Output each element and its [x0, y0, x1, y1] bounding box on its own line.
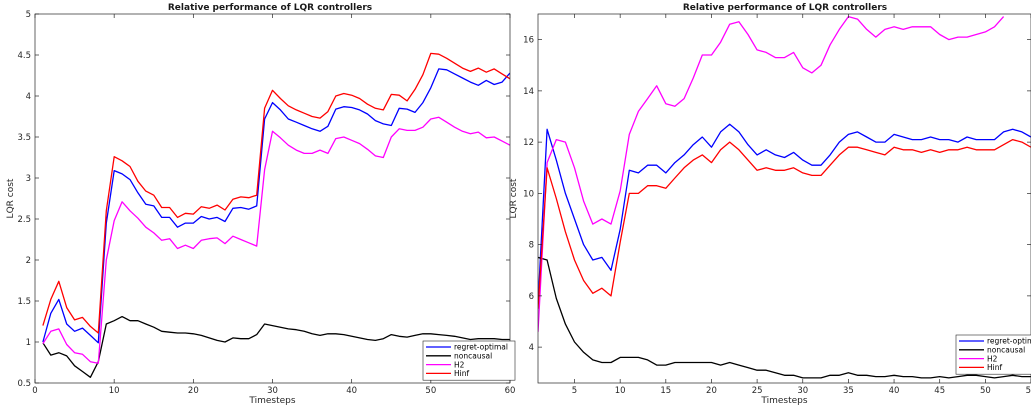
series-line-h2 — [538, 15, 1005, 332]
x-axis-label: Timesteps — [760, 396, 807, 406]
plot-area — [35, 14, 510, 383]
x-tick-label: 45 — [934, 386, 945, 396]
series-group — [538, 15, 1031, 379]
x-tick-label: 20 — [188, 386, 199, 396]
x-axis-label: Timesteps — [248, 396, 295, 406]
y-tick-label: 6 — [529, 292, 534, 302]
y-tick-label: 3.5 — [17, 133, 31, 143]
y-tick-label: 2 — [26, 256, 31, 266]
y-tick-label: 4 — [529, 343, 534, 353]
series-line-noncausal — [42, 315, 510, 378]
y-tick-label: 5 — [26, 10, 31, 20]
legend-label: Hinf — [454, 369, 469, 378]
x-tick-label: 0 — [32, 386, 37, 396]
x-tick-label: 5 — [572, 386, 577, 396]
plot-area — [538, 14, 1031, 383]
x-tick-label: 25 — [752, 386, 763, 396]
x-tick-label: 40 — [889, 386, 900, 396]
y-tick-label: 2.5 — [17, 215, 31, 225]
x-tick-label: 10 — [109, 386, 120, 396]
x-tick-label: 10 — [615, 386, 626, 396]
y-tick-label: 3 — [26, 174, 31, 184]
series-line-regret-optimal — [42, 68, 510, 344]
legend-label: regret-optimal — [454, 343, 508, 352]
legend-label: H2 — [454, 360, 465, 369]
chart-title: Relative performance of LQR controllers — [168, 3, 372, 13]
y-axis-label: LQR cost — [6, 178, 16, 218]
left-chart: Relative performance of LQR controllers 0… — [6, 3, 515, 406]
series-line-noncausal — [538, 256, 1031, 379]
y-tick-label: 8 — [529, 241, 534, 251]
y-tick-label: 10 — [523, 189, 534, 199]
x-tick-label: 50 — [425, 386, 436, 396]
x-tick-label: 50 — [980, 386, 991, 396]
y-tick-label: 0.5 — [17, 379, 31, 389]
y-tick-label: 1.5 — [17, 297, 31, 307]
series-line-hinf — [538, 138, 1031, 309]
series-line-regret-optimal — [538, 123, 1031, 304]
x-tick-label: 35 — [843, 386, 854, 396]
y-tick-label: 1 — [26, 338, 31, 348]
x-tick-label: 20 — [706, 386, 717, 396]
chart-title: Relative performance of LQR controllers — [683, 3, 887, 13]
y-tick-label: 16 — [523, 36, 534, 46]
legend-label: noncausal — [987, 346, 1025, 355]
x-tick-label: 60 — [505, 386, 516, 396]
y-tick-label: 4.5 — [17, 51, 31, 61]
legend-label: regret-optimal — [987, 337, 1031, 346]
x-tick-label: 15 — [660, 386, 671, 396]
legend-label: noncausal — [454, 352, 492, 361]
x-tick-label: 55 — [1026, 386, 1031, 396]
series-group — [42, 52, 510, 378]
y-tick-label: 14 — [523, 87, 534, 97]
x-tick-label: 30 — [267, 386, 278, 396]
series-line-hinf — [42, 52, 510, 334]
y-tick-label: 12 — [523, 138, 534, 148]
y-tick-label: 4 — [26, 92, 31, 102]
axes-box — [537, 13, 1031, 384]
x-tick-label: 30 — [797, 386, 808, 396]
x-tick-label: 40 — [346, 386, 357, 396]
legend-label: Hinf — [987, 363, 1002, 372]
series-line-h2 — [42, 116, 510, 364]
right-chart: Relative performance of LQR controllers 5… — [509, 3, 1031, 406]
y-axis-label: LQR cost — [509, 178, 519, 218]
legend-label: H2 — [987, 354, 998, 363]
